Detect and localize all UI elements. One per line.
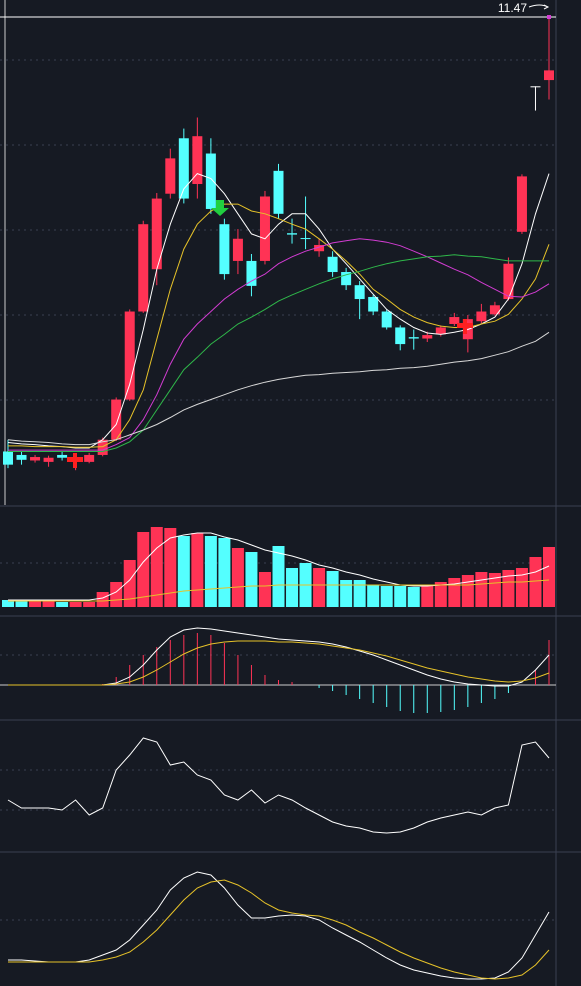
indicator-line	[8, 579, 550, 602]
indicator-line	[8, 254, 549, 452]
candle-body	[43, 457, 54, 462]
buy-signal	[457, 319, 473, 334]
indicator-line	[7, 737, 550, 834]
volume-bar	[529, 557, 542, 607]
volume-bar	[421, 586, 434, 607]
volume-bar	[313, 568, 326, 607]
indicator-line	[8, 640, 550, 686]
volume-bar	[326, 571, 339, 607]
volume-bar	[407, 587, 420, 607]
candle-body	[192, 136, 203, 185]
volume-bar	[340, 580, 353, 607]
volume-bar	[164, 528, 177, 607]
candle-body	[138, 224, 149, 312]
volume-bar	[15, 600, 28, 607]
indicator-line	[8, 532, 550, 601]
volume-bar	[191, 533, 204, 607]
candle-body	[246, 260, 257, 286]
candle-body	[57, 454, 68, 458]
candle-body	[354, 285, 365, 300]
volume-bar	[394, 586, 407, 607]
candle-body	[16, 454, 27, 460]
candle-body	[395, 327, 406, 345]
candle-body	[30, 457, 41, 461]
marks: 11.47	[0, 1, 556, 980]
volume-bar	[434, 582, 447, 607]
volume-bar	[448, 578, 461, 607]
volume-bar	[286, 568, 299, 607]
volume-bar	[515, 568, 528, 607]
candle-body	[205, 153, 216, 209]
candle-body	[300, 238, 311, 240]
candle-body	[259, 196, 270, 261]
candle-body	[530, 86, 541, 88]
candle-body	[219, 224, 230, 275]
candle-body	[516, 176, 527, 232]
volume-bar	[2, 600, 14, 607]
candle-body	[435, 327, 446, 335]
indicator-line	[7, 331, 550, 446]
candle-body	[503, 263, 514, 300]
last-price-dot	[547, 15, 551, 20]
candle-body	[3, 451, 13, 465]
candle-body	[544, 70, 554, 81]
candle-body	[408, 337, 419, 339]
candle-body	[449, 317, 460, 324]
indicator-line	[8, 879, 550, 980]
volume-bar	[204, 536, 217, 607]
candle-body	[489, 305, 500, 315]
signals	[67, 200, 473, 468]
volume-bar	[258, 572, 271, 607]
volume-bar	[502, 570, 515, 607]
volume-bar	[177, 536, 190, 607]
price-label: 11.47	[498, 1, 527, 15]
candle-body	[111, 399, 122, 440]
price-arrow	[528, 4, 550, 10]
candle-body	[178, 138, 189, 199]
candle-body	[124, 311, 135, 400]
volume-bar	[488, 573, 501, 607]
candle-body	[314, 244, 325, 252]
volume-bar	[272, 546, 285, 607]
buy-signal	[67, 453, 83, 468]
volume-bar	[367, 585, 380, 607]
indicator-line	[8, 238, 550, 451]
volume-bar	[56, 602, 69, 607]
candle-body	[381, 311, 392, 328]
volume-bar	[29, 601, 42, 607]
candle-body	[287, 233, 298, 235]
volume-bar	[83, 602, 96, 607]
candle-body	[327, 256, 338, 273]
volume-bar	[137, 532, 150, 607]
volume-bar	[218, 538, 231, 607]
volume-bar	[69, 602, 82, 607]
candle-body	[422, 335, 433, 339]
candle-body	[476, 311, 487, 322]
candle-body	[97, 439, 108, 455]
candle-body	[273, 170, 284, 214]
volume-bar	[42, 601, 55, 607]
candle-body	[368, 296, 379, 312]
candle-body	[341, 272, 352, 286]
volume-bar	[150, 527, 163, 607]
volume-bar	[475, 572, 488, 607]
indicator-line	[8, 871, 550, 980]
volume-bar	[110, 582, 123, 607]
sell-signal	[211, 200, 229, 216]
volume-bar	[543, 547, 555, 607]
volume-bar	[123, 560, 136, 607]
volume-bar	[380, 586, 393, 607]
candle-body	[165, 158, 176, 194]
candle-body	[84, 454, 95, 462]
candle-body	[151, 198, 162, 270]
volume-bar	[353, 580, 366, 607]
volume-bar	[245, 552, 258, 607]
volume-bar	[461, 575, 474, 607]
candle-body	[232, 238, 243, 261]
volume-bar	[96, 592, 109, 607]
volume-bar	[231, 548, 244, 607]
